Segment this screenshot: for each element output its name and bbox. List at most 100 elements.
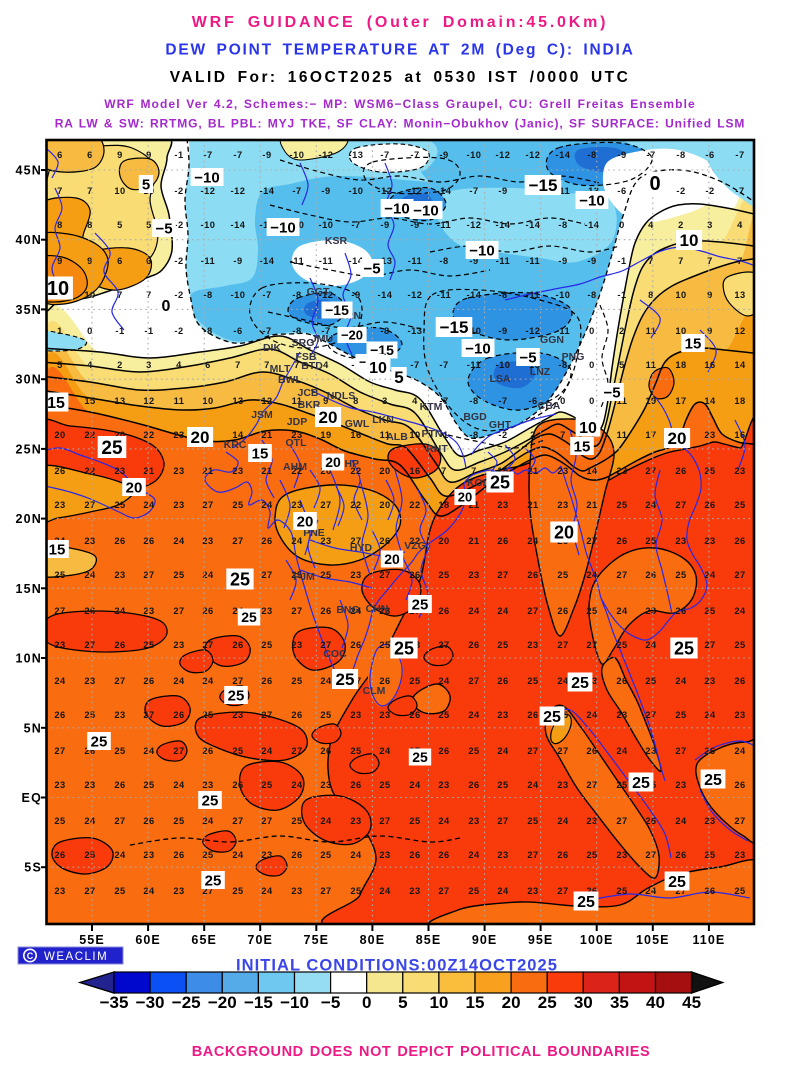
svg-text:23: 23 — [54, 886, 65, 896]
svg-text:7: 7 — [117, 290, 123, 300]
svg-text:25: 25 — [143, 640, 154, 650]
svg-text:27: 27 — [527, 850, 538, 860]
svg-text:-11: -11 — [556, 186, 570, 196]
svg-text:15: 15 — [466, 993, 485, 1012]
svg-text:14: 14 — [586, 466, 598, 476]
svg-text:-12: -12 — [319, 150, 334, 160]
svg-text:20N: 20N — [15, 512, 42, 526]
svg-text:25: 25 — [616, 500, 627, 510]
svg-text:25: 25 — [54, 816, 65, 826]
svg-text:-11: -11 — [319, 256, 333, 266]
svg-text:25: 25 — [543, 709, 561, 726]
svg-text:BACKGROUND DOES NOT DEPICT POL: BACKGROUND DOES NOT DEPICT POLITICAL BOU… — [192, 1044, 650, 1060]
svg-text:26: 26 — [54, 850, 65, 860]
svg-text:25: 25 — [675, 570, 686, 580]
svg-text:26: 26 — [143, 676, 154, 686]
svg-text:27: 27 — [379, 816, 390, 826]
svg-text:15: 15 — [574, 438, 591, 455]
svg-text:-7: -7 — [233, 150, 242, 160]
svg-text:−10: −10 — [194, 169, 219, 186]
svg-text:27: 27 — [291, 746, 302, 756]
svg-text:25: 25 — [205, 872, 222, 889]
svg-text:23: 23 — [261, 850, 272, 860]
svg-text:26: 26 — [438, 606, 449, 616]
svg-text:23: 23 — [202, 536, 213, 546]
svg-text:24: 24 — [409, 780, 421, 790]
svg-text:25: 25 — [114, 886, 125, 896]
svg-text:23: 23 — [379, 850, 390, 860]
svg-text:26: 26 — [409, 570, 420, 580]
svg-text:23: 23 — [54, 640, 65, 650]
svg-text:-8: -8 — [292, 290, 301, 300]
svg-text:25: 25 — [409, 816, 420, 826]
svg-text:24: 24 — [291, 780, 303, 790]
svg-text:−10: −10 — [280, 993, 309, 1012]
svg-text:27: 27 — [202, 640, 213, 650]
svg-text:18: 18 — [734, 396, 745, 406]
svg-text:24: 24 — [84, 816, 96, 826]
svg-text:FSB: FSB — [296, 351, 317, 363]
svg-text:25: 25 — [232, 886, 243, 896]
svg-text:23: 23 — [704, 816, 715, 826]
svg-text:95E: 95E — [528, 933, 554, 947]
svg-text:-11: -11 — [437, 220, 451, 230]
svg-text:21: 21 — [527, 500, 538, 510]
svg-text:BTD: BTD — [301, 360, 323, 372]
svg-text:25: 25 — [114, 500, 125, 510]
svg-text:26: 26 — [202, 606, 213, 616]
svg-text:SRG: SRG — [292, 337, 315, 349]
svg-text:105E: 105E — [636, 933, 670, 947]
svg-text:26: 26 — [438, 746, 449, 756]
svg-text:22: 22 — [409, 500, 420, 510]
svg-text:22: 22 — [350, 500, 361, 510]
svg-text:VZG: VZG — [404, 540, 426, 552]
svg-text:23: 23 — [350, 816, 361, 826]
svg-text:-2: -2 — [174, 186, 183, 196]
svg-text:-7: -7 — [410, 360, 419, 370]
svg-text:20: 20 — [502, 993, 521, 1012]
svg-text:13: 13 — [232, 396, 243, 406]
svg-text:27: 27 — [557, 746, 568, 756]
svg-text:26: 26 — [409, 850, 420, 860]
svg-text:-12: -12 — [496, 150, 511, 160]
svg-text:23: 23 — [616, 466, 627, 476]
svg-text:20: 20 — [438, 536, 449, 546]
svg-text:27: 27 — [143, 710, 154, 720]
svg-text:-2: -2 — [498, 430, 507, 440]
svg-text:-8: -8 — [380, 326, 389, 336]
svg-text:25: 25 — [261, 780, 272, 790]
svg-text:26: 26 — [143, 536, 154, 546]
svg-text:24: 24 — [114, 606, 126, 616]
svg-text:-2: -2 — [676, 186, 685, 196]
svg-text:27: 27 — [202, 886, 213, 896]
svg-text:23: 23 — [291, 500, 302, 510]
svg-text:20: 20 — [554, 523, 574, 543]
svg-text:9: 9 — [707, 290, 713, 300]
svg-text:BWL: BWL — [278, 374, 302, 386]
svg-text:-9: -9 — [587, 256, 596, 266]
svg-text:7: 7 — [294, 360, 300, 370]
svg-text:11: 11 — [646, 326, 657, 336]
svg-text:26: 26 — [734, 536, 745, 546]
svg-text:9: 9 — [87, 256, 93, 266]
svg-text:35: 35 — [610, 993, 629, 1012]
svg-text:14: 14 — [734, 360, 746, 370]
svg-text:16: 16 — [734, 430, 745, 440]
svg-text:BKR: BKR — [298, 399, 321, 411]
svg-text:25: 25 — [101, 438, 123, 459]
svg-text:16: 16 — [704, 360, 715, 370]
svg-text:-14: -14 — [378, 290, 393, 300]
svg-text:25: 25 — [571, 675, 589, 692]
svg-text:27: 27 — [586, 640, 597, 650]
svg-text:-2: -2 — [705, 186, 714, 196]
svg-text:7: 7 — [707, 256, 713, 266]
svg-text:24: 24 — [232, 850, 244, 860]
svg-text:8: 8 — [648, 290, 654, 300]
svg-text:27: 27 — [84, 500, 95, 510]
svg-text:-13: -13 — [408, 326, 423, 336]
svg-text:25: 25 — [173, 816, 184, 826]
svg-text:85E: 85E — [416, 933, 442, 947]
svg-text:26: 26 — [468, 640, 479, 650]
svg-text:27: 27 — [114, 816, 125, 826]
svg-text:10: 10 — [202, 396, 213, 406]
